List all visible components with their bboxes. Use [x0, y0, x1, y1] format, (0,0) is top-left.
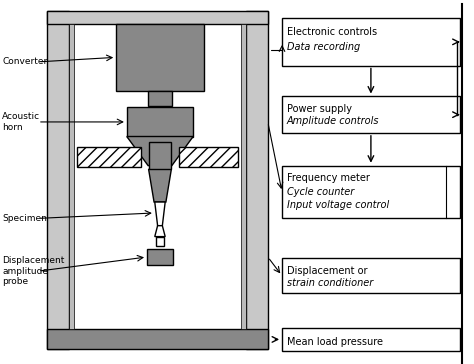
Polygon shape [148, 169, 172, 202]
Polygon shape [127, 136, 193, 166]
Text: Displacement or: Displacement or [287, 266, 367, 276]
Bar [77, 147, 141, 167]
Bar [241, 24, 246, 329]
Bar [156, 237, 164, 246]
Text: Acoustic
horn: Acoustic horn [2, 112, 40, 132]
Polygon shape [155, 226, 165, 237]
Bar [282, 166, 460, 218]
Text: Frequency meter: Frequency meter [287, 173, 370, 183]
Text: Cycle counter: Cycle counter [287, 187, 354, 197]
Bar [148, 91, 172, 106]
Text: Power supply: Power supply [287, 104, 352, 114]
Text: Displacement
amplitude
probe: Displacement amplitude probe [2, 256, 65, 286]
Bar [116, 24, 204, 91]
Text: Input voltage control: Input voltage control [287, 200, 389, 210]
Polygon shape [155, 202, 165, 226]
Bar [69, 24, 74, 329]
Bar [47, 329, 268, 349]
Bar [179, 147, 238, 167]
Bar [246, 11, 268, 349]
Bar [47, 11, 268, 24]
Bar [282, 328, 460, 351]
Text: strain conditioner: strain conditioner [287, 278, 373, 288]
Text: Data recording: Data recording [287, 42, 360, 52]
Text: Specimen: Specimen [2, 214, 47, 223]
Bar [282, 18, 460, 66]
Bar [282, 258, 460, 293]
Bar [147, 249, 173, 265]
Bar [148, 142, 172, 169]
Bar [47, 11, 69, 349]
Bar [127, 107, 193, 136]
Text: Electronic controls: Electronic controls [287, 27, 377, 37]
Bar [282, 96, 460, 133]
Text: Converter: Converter [2, 58, 47, 66]
Text: Mean load pressure: Mean load pressure [287, 337, 383, 347]
Text: Amplitude controls: Amplitude controls [287, 116, 379, 126]
